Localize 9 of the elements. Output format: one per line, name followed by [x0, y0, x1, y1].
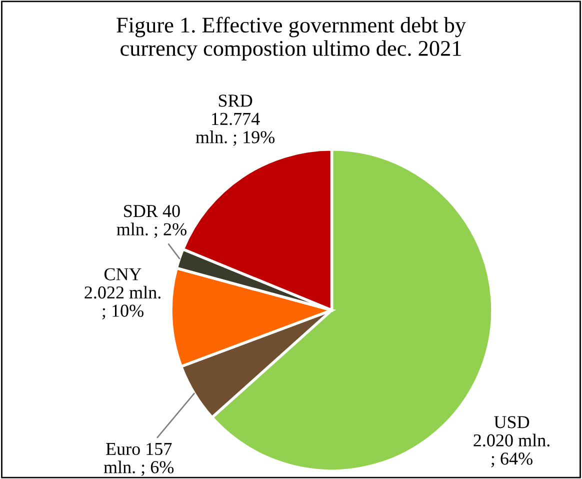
slice-label: Euro 157 mln. ; 6%	[104, 442, 174, 476]
slice-label: SRD	[218, 94, 252, 107]
chart-title: Figure 1. Effective government debt by currency compostion ultimo dec. 2021	[116, 16, 466, 61]
data-label: 2.020 mln. ; 64%	[474, 434, 550, 468]
slice-label: CNY	[104, 268, 142, 280]
data-label: 12.774 mln. ; 19%	[196, 112, 275, 146]
slice-label: USD	[494, 416, 530, 428]
data-label: 2.022 mln. ; 10%	[84, 286, 160, 320]
slice-label: SDR 40 mln. ; 2%	[116, 204, 186, 238]
